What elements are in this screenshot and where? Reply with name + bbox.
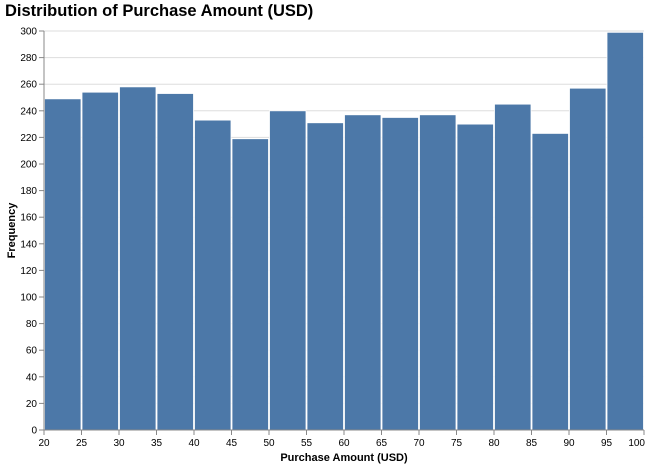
y-tick-label: 60 xyxy=(26,346,38,357)
y-tick-label: 280 xyxy=(20,53,37,64)
histogram-bar xyxy=(195,120,232,430)
histogram-bar xyxy=(120,87,157,430)
x-tick-label: 45 xyxy=(226,438,238,449)
y-tick-label: 240 xyxy=(20,106,37,117)
y-tick-label: 40 xyxy=(26,372,38,383)
x-tick-label: 85 xyxy=(526,438,538,449)
x-tick-label: 55 xyxy=(301,438,313,449)
y-tick-label: 140 xyxy=(20,239,37,250)
y-tick-label: 180 xyxy=(20,186,37,197)
x-tick-label: 30 xyxy=(113,438,125,449)
x-tick-label: 90 xyxy=(563,438,575,449)
histogram-bar xyxy=(307,123,344,430)
y-tick-label: 260 xyxy=(20,80,37,91)
x-tick-label: 25 xyxy=(76,438,88,449)
histogram-bar xyxy=(45,99,82,430)
histogram-bar xyxy=(232,139,269,430)
x-tick-label: 70 xyxy=(413,438,425,449)
histogram-bar xyxy=(457,124,494,430)
histogram-bar xyxy=(345,115,382,430)
x-tick-label: 80 xyxy=(488,438,500,449)
bars xyxy=(45,32,644,430)
x-tick-label: 20 xyxy=(38,438,50,449)
histogram-bar xyxy=(532,133,569,430)
y-tick-label: 80 xyxy=(26,319,38,330)
x-tick-label: 65 xyxy=(376,438,388,449)
histogram-bar xyxy=(607,32,644,430)
y-tick-label: 160 xyxy=(20,213,37,224)
x-tick-label: 50 xyxy=(263,438,275,449)
y-tick-label: 100 xyxy=(20,293,37,304)
histogram-bar xyxy=(570,88,607,430)
y-tick-label: 0 xyxy=(31,426,37,437)
histogram-bar xyxy=(270,111,307,430)
x-tick-label: 95 xyxy=(601,438,613,449)
x-axis-title: Purchase Amount (USD) xyxy=(280,452,408,464)
y-tick-label: 120 xyxy=(20,266,37,277)
y-tick-label: 300 xyxy=(20,27,37,38)
y-axis-title: Frequency xyxy=(6,202,18,259)
histogram-bar xyxy=(82,92,119,430)
x-tick-label: 35 xyxy=(151,438,163,449)
x-tick-label: 40 xyxy=(188,438,200,449)
y-tick-label: 220 xyxy=(20,133,37,144)
histogram-bar xyxy=(382,117,419,430)
histogram-bar xyxy=(495,104,532,430)
y-tick-label: 20 xyxy=(26,399,38,410)
x-tick-label: 60 xyxy=(338,438,350,449)
histogram-bar xyxy=(420,115,457,430)
x-tick-label: 100 xyxy=(628,438,645,449)
histogram-bar xyxy=(157,94,194,430)
x-tick-label: 75 xyxy=(451,438,463,449)
y-tick-label: 200 xyxy=(20,160,37,171)
